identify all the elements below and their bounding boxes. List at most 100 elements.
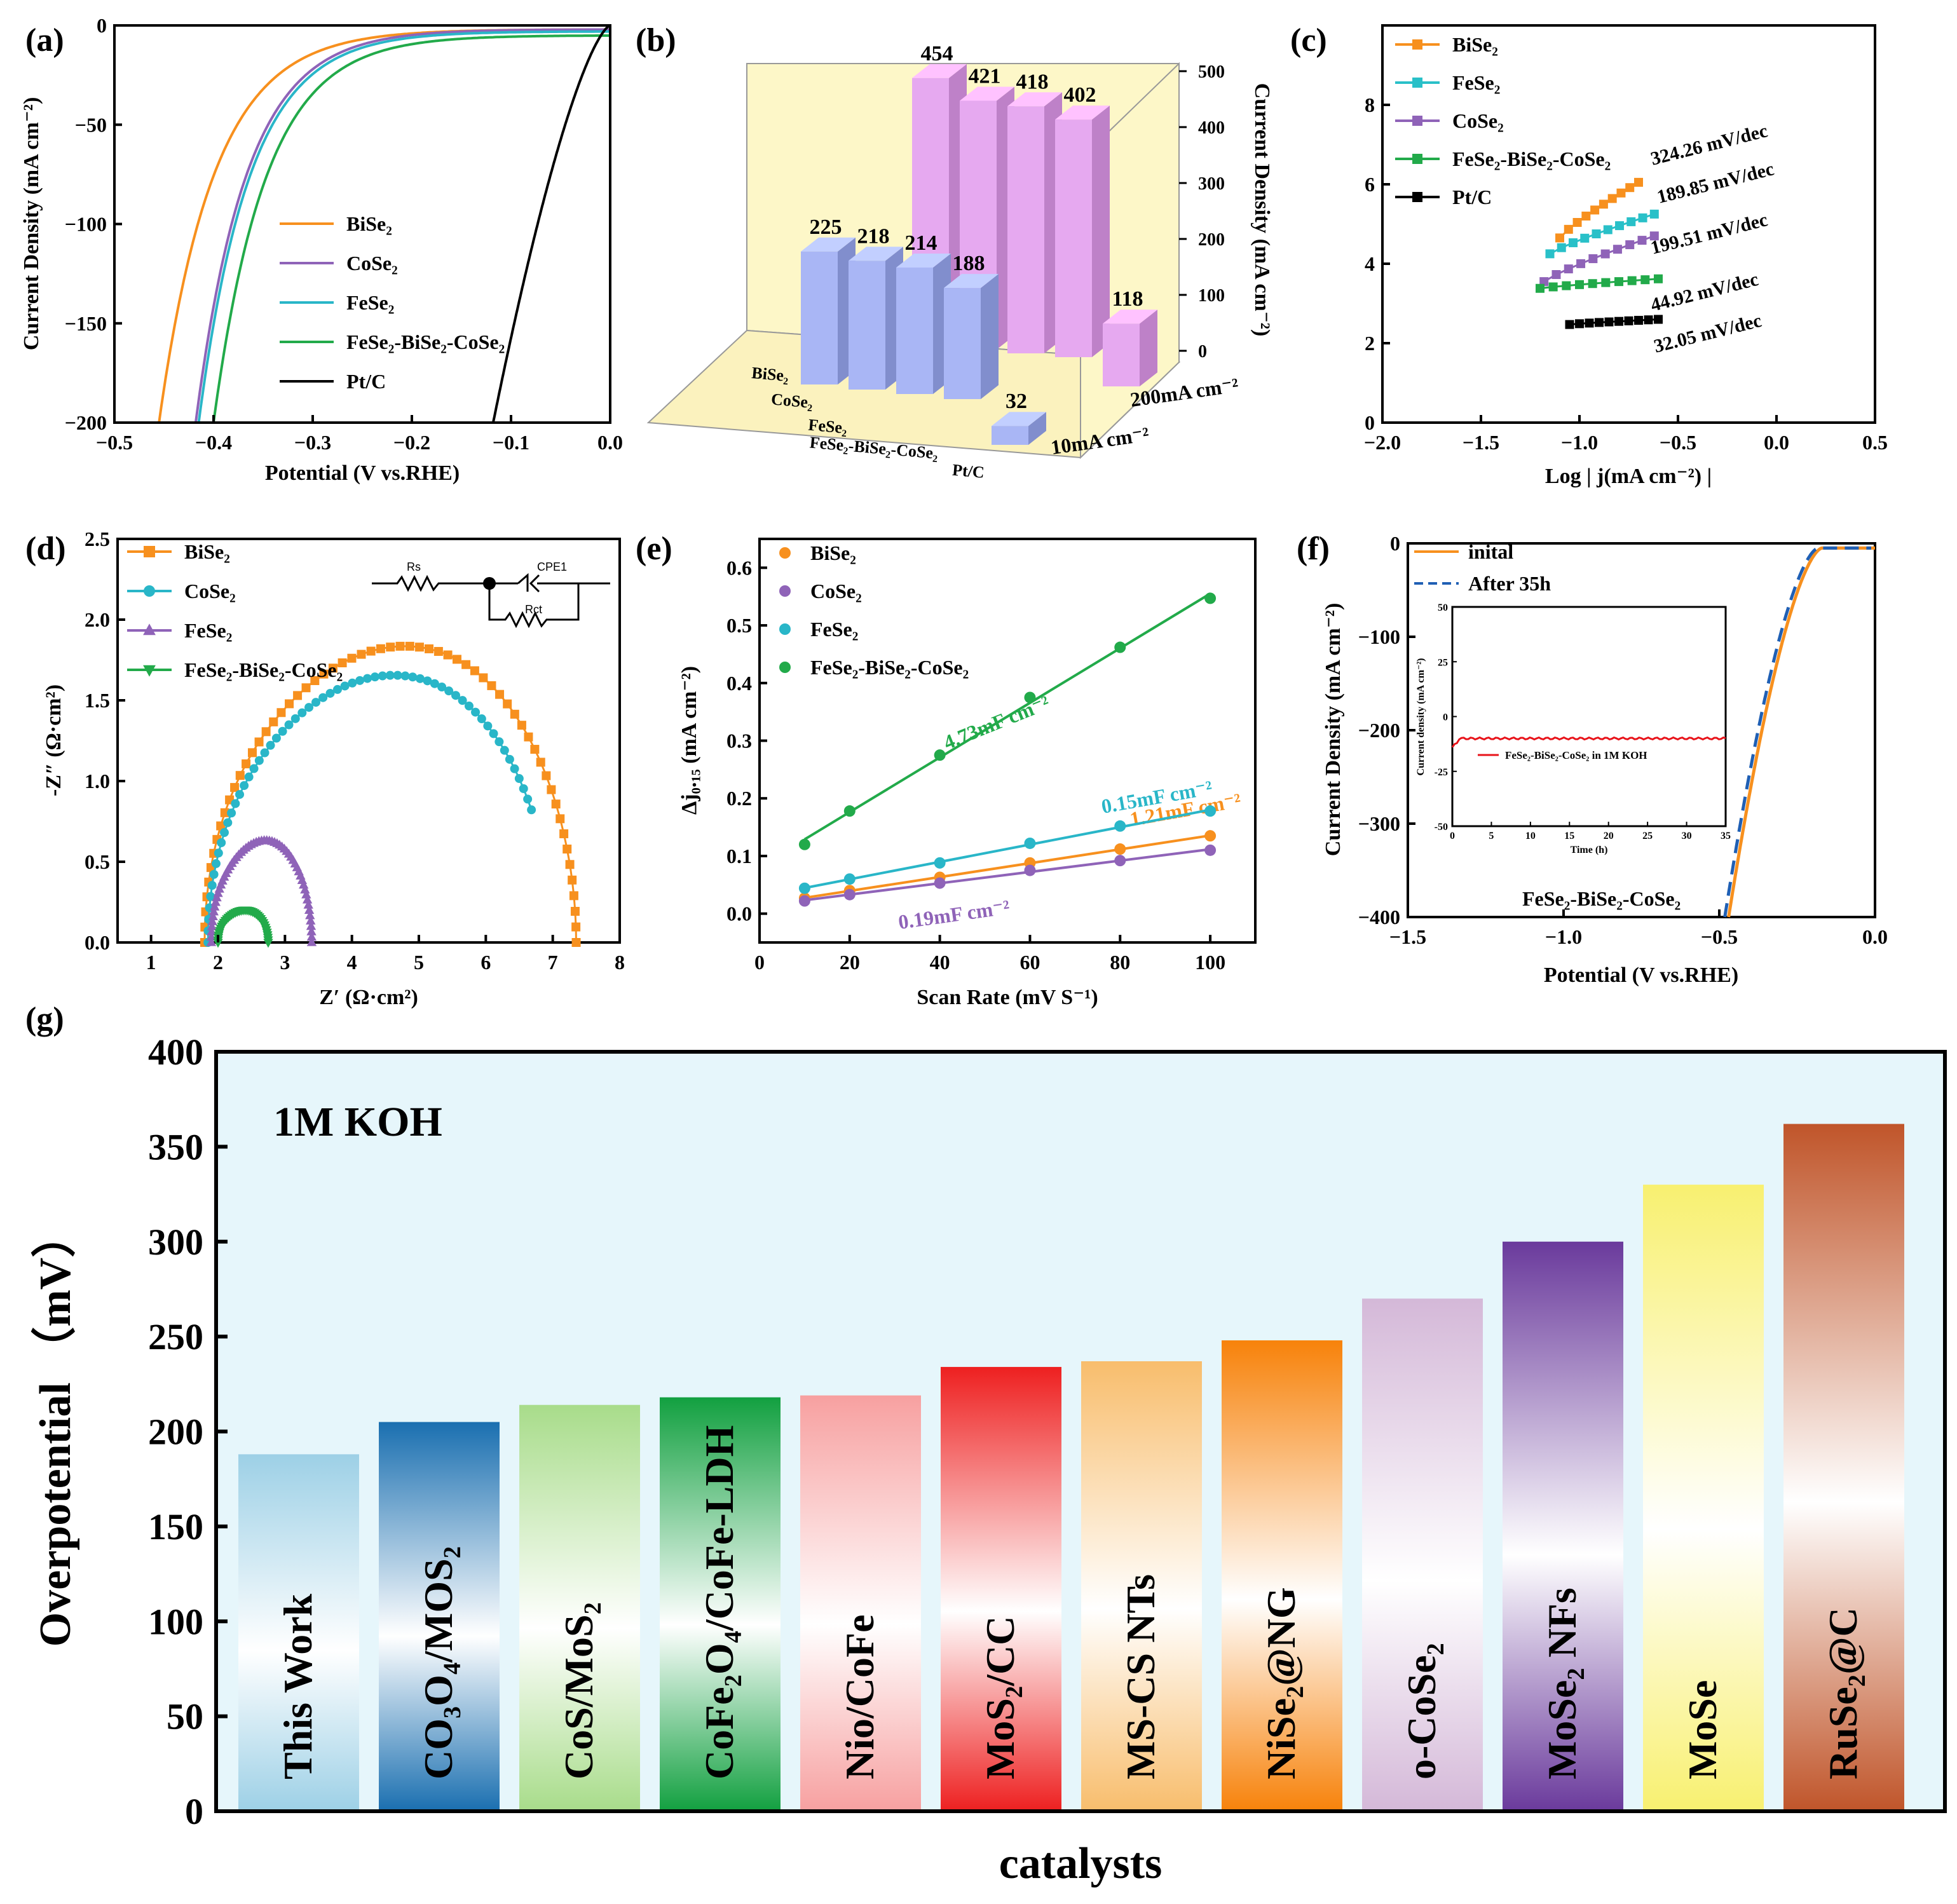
eis-point-1-20 (266, 740, 275, 750)
x-tick-label: 6 (481, 951, 491, 974)
x-tick-label: −0.5 (1660, 431, 1696, 454)
x-tick-label: 2 (213, 951, 223, 974)
inset-x-tick-label: 5 (1489, 831, 1494, 841)
panel-c-axes (1381, 24, 1876, 424)
overpotential-bar-label-7: NiSe₂@NG (1258, 1587, 1304, 1779)
eis-point-0-8 (216, 821, 226, 831)
tafel-point-1-9 (1649, 209, 1659, 219)
eis-point-1-57 (514, 774, 524, 784)
eis-point-1-45 (444, 686, 454, 696)
bar-200-label-4: 118 (1112, 287, 1143, 311)
eis-point-0-59 (571, 922, 581, 932)
eis-point-1-24 (290, 714, 300, 723)
overpotential-bar-5 (941, 1366, 1061, 1811)
x-tick-label: −0.4 (195, 431, 232, 454)
panel-d-xlabel: Z′ (Ω·cm²) (319, 986, 418, 1009)
panel-g-ylabel: Overpotential （mV） (31, 1213, 80, 1647)
x-tick-label: −0.3 (294, 431, 331, 454)
tafel-point-2-1 (1551, 270, 1561, 280)
overpotential-bar-1 (379, 1422, 500, 1811)
legend-label-0: BiSe₂ (1452, 33, 1498, 56)
tafel-point-3-4 (1588, 279, 1597, 289)
eis-point-0-27 (357, 649, 366, 659)
tafel-point-4-4 (1604, 317, 1614, 327)
x-tick-label: −2.0 (1364, 431, 1401, 454)
panel-e-ylabel: Δj₀.₁₅ (mA cm⁻²) (678, 666, 701, 815)
eis-point-0-36 (443, 650, 453, 660)
bar-200-3-side (1092, 105, 1110, 357)
y-tick-label: 4 (1365, 252, 1375, 275)
y-tick-label: 0.6 (726, 556, 752, 579)
tafel-point-3-8 (1640, 275, 1650, 285)
eis-point-2-50 (300, 884, 310, 894)
panel-f-inset: 0 5 10 15 20 25 30 35 50 25 0 -25 -50 Time (h) Curre… (1415, 602, 1731, 855)
eis-point-1-14 (235, 790, 245, 799)
inset-legend-text: FeSe₂-BiSe₂-CoSe₂ in 1M KOH (1505, 749, 1647, 761)
panel-c-ticks: −2.0 −1.5 −1.0 −0.5 0.0 0.5 0 2 4 6 8 (1364, 93, 1888, 454)
legend-marker-0 (144, 546, 155, 557)
legend-marker-3 (143, 665, 156, 677)
eis-point-0-13 (242, 759, 251, 768)
overpotential-bar-3 (660, 1397, 781, 1811)
eis-line-0 (203, 645, 577, 943)
overpotential-bar-9 (1503, 1241, 1623, 1811)
legend-label-1: CoSe₂ (184, 580, 236, 602)
fit-line-3 (803, 592, 1211, 841)
tafel-point-3-2 (1562, 281, 1571, 290)
cdl-point-1-5 (1204, 844, 1217, 856)
eis-point-0-44 (510, 709, 519, 719)
bar-200-label-2: 418 (1016, 70, 1049, 93)
y-tick-label: 0.0 (85, 931, 110, 954)
panel-e-plot: 1.21mF cm⁻²0.19mF cm⁻²0.15mF cm⁻²4.73mF … (798, 592, 1243, 934)
y-tick-label: 2 (1365, 332, 1375, 355)
z-tick-label: 300 (1198, 174, 1225, 194)
eis-point-1-13 (231, 799, 240, 808)
eis-point-2-6 (208, 906, 219, 916)
panel-a-legend: BiSe₂ CoSe₂ FeSe₂ FeSe₂-BiSe₂-CoSe₂ Pt/C (280, 212, 505, 393)
eis-point-0-20 (293, 691, 303, 700)
cdl-point-0-5 (1204, 830, 1217, 842)
legend-marker-0 (1412, 39, 1422, 50)
cdl-point-2-2 (934, 857, 946, 869)
eis-point-1-42 (423, 676, 432, 686)
eis-point-0-37 (452, 655, 461, 664)
panel-c-legend: BiSe₂ FeSe₂ CoSe₂ FeSe₂-BiSe₂-CoSe₂ Pt/C (1395, 33, 1611, 208)
bar-10-4-side (1028, 412, 1046, 445)
eis-point-1-39 (400, 671, 410, 681)
tafel-point-2-2 (1564, 264, 1573, 274)
eis-line-2 (210, 840, 313, 943)
x-tick-label: 0.0 (597, 431, 623, 454)
eis-point-1-56 (510, 764, 519, 773)
eis-point-1-53 (494, 737, 504, 747)
x-tick-label: 40 (930, 951, 950, 974)
eis-point-1-33 (355, 676, 365, 685)
cdl-point-2-3 (1024, 837, 1036, 849)
eis-point-0-19 (285, 699, 294, 709)
panel-c-label: (c) (1290, 22, 1327, 58)
panel-e: (e) 1.21mF cm⁻²0.19mF cm⁻²0.15mF cm⁻²4.7… (636, 531, 1257, 1009)
x-tick-label: 3 (280, 951, 290, 974)
inset-x-tick-label: 0 (1450, 831, 1455, 841)
y-tick-label: 0.2 (726, 787, 752, 810)
eis-point-1-43 (430, 679, 439, 688)
circuit-resistor-rs (372, 575, 489, 592)
eis-point-1-26 (304, 703, 314, 712)
y-tick-label: 1.0 (85, 770, 110, 792)
inset-y-tick-label: 25 (1438, 657, 1448, 668)
category-label-1: CoSe₂ (770, 390, 814, 412)
tafel-line-2 (1543, 235, 1655, 283)
x-tick-label: −1.5 (1463, 431, 1499, 454)
eis-point-0-18 (276, 708, 286, 717)
eis-point-0-58 (570, 907, 580, 916)
eis-point-1-27 (311, 698, 321, 707)
tafel-point-3-7 (1627, 276, 1637, 285)
eis-point-3-40 (263, 939, 273, 948)
y-tick-label: 0 (1365, 411, 1375, 434)
tafel-point-0-0 (1555, 233, 1564, 243)
cdl-point-1-0 (798, 895, 810, 907)
eis-point-0-34 (425, 644, 434, 653)
z-tick-label: 0 (1198, 342, 1207, 362)
bar-200-label-0: 454 (921, 42, 953, 65)
